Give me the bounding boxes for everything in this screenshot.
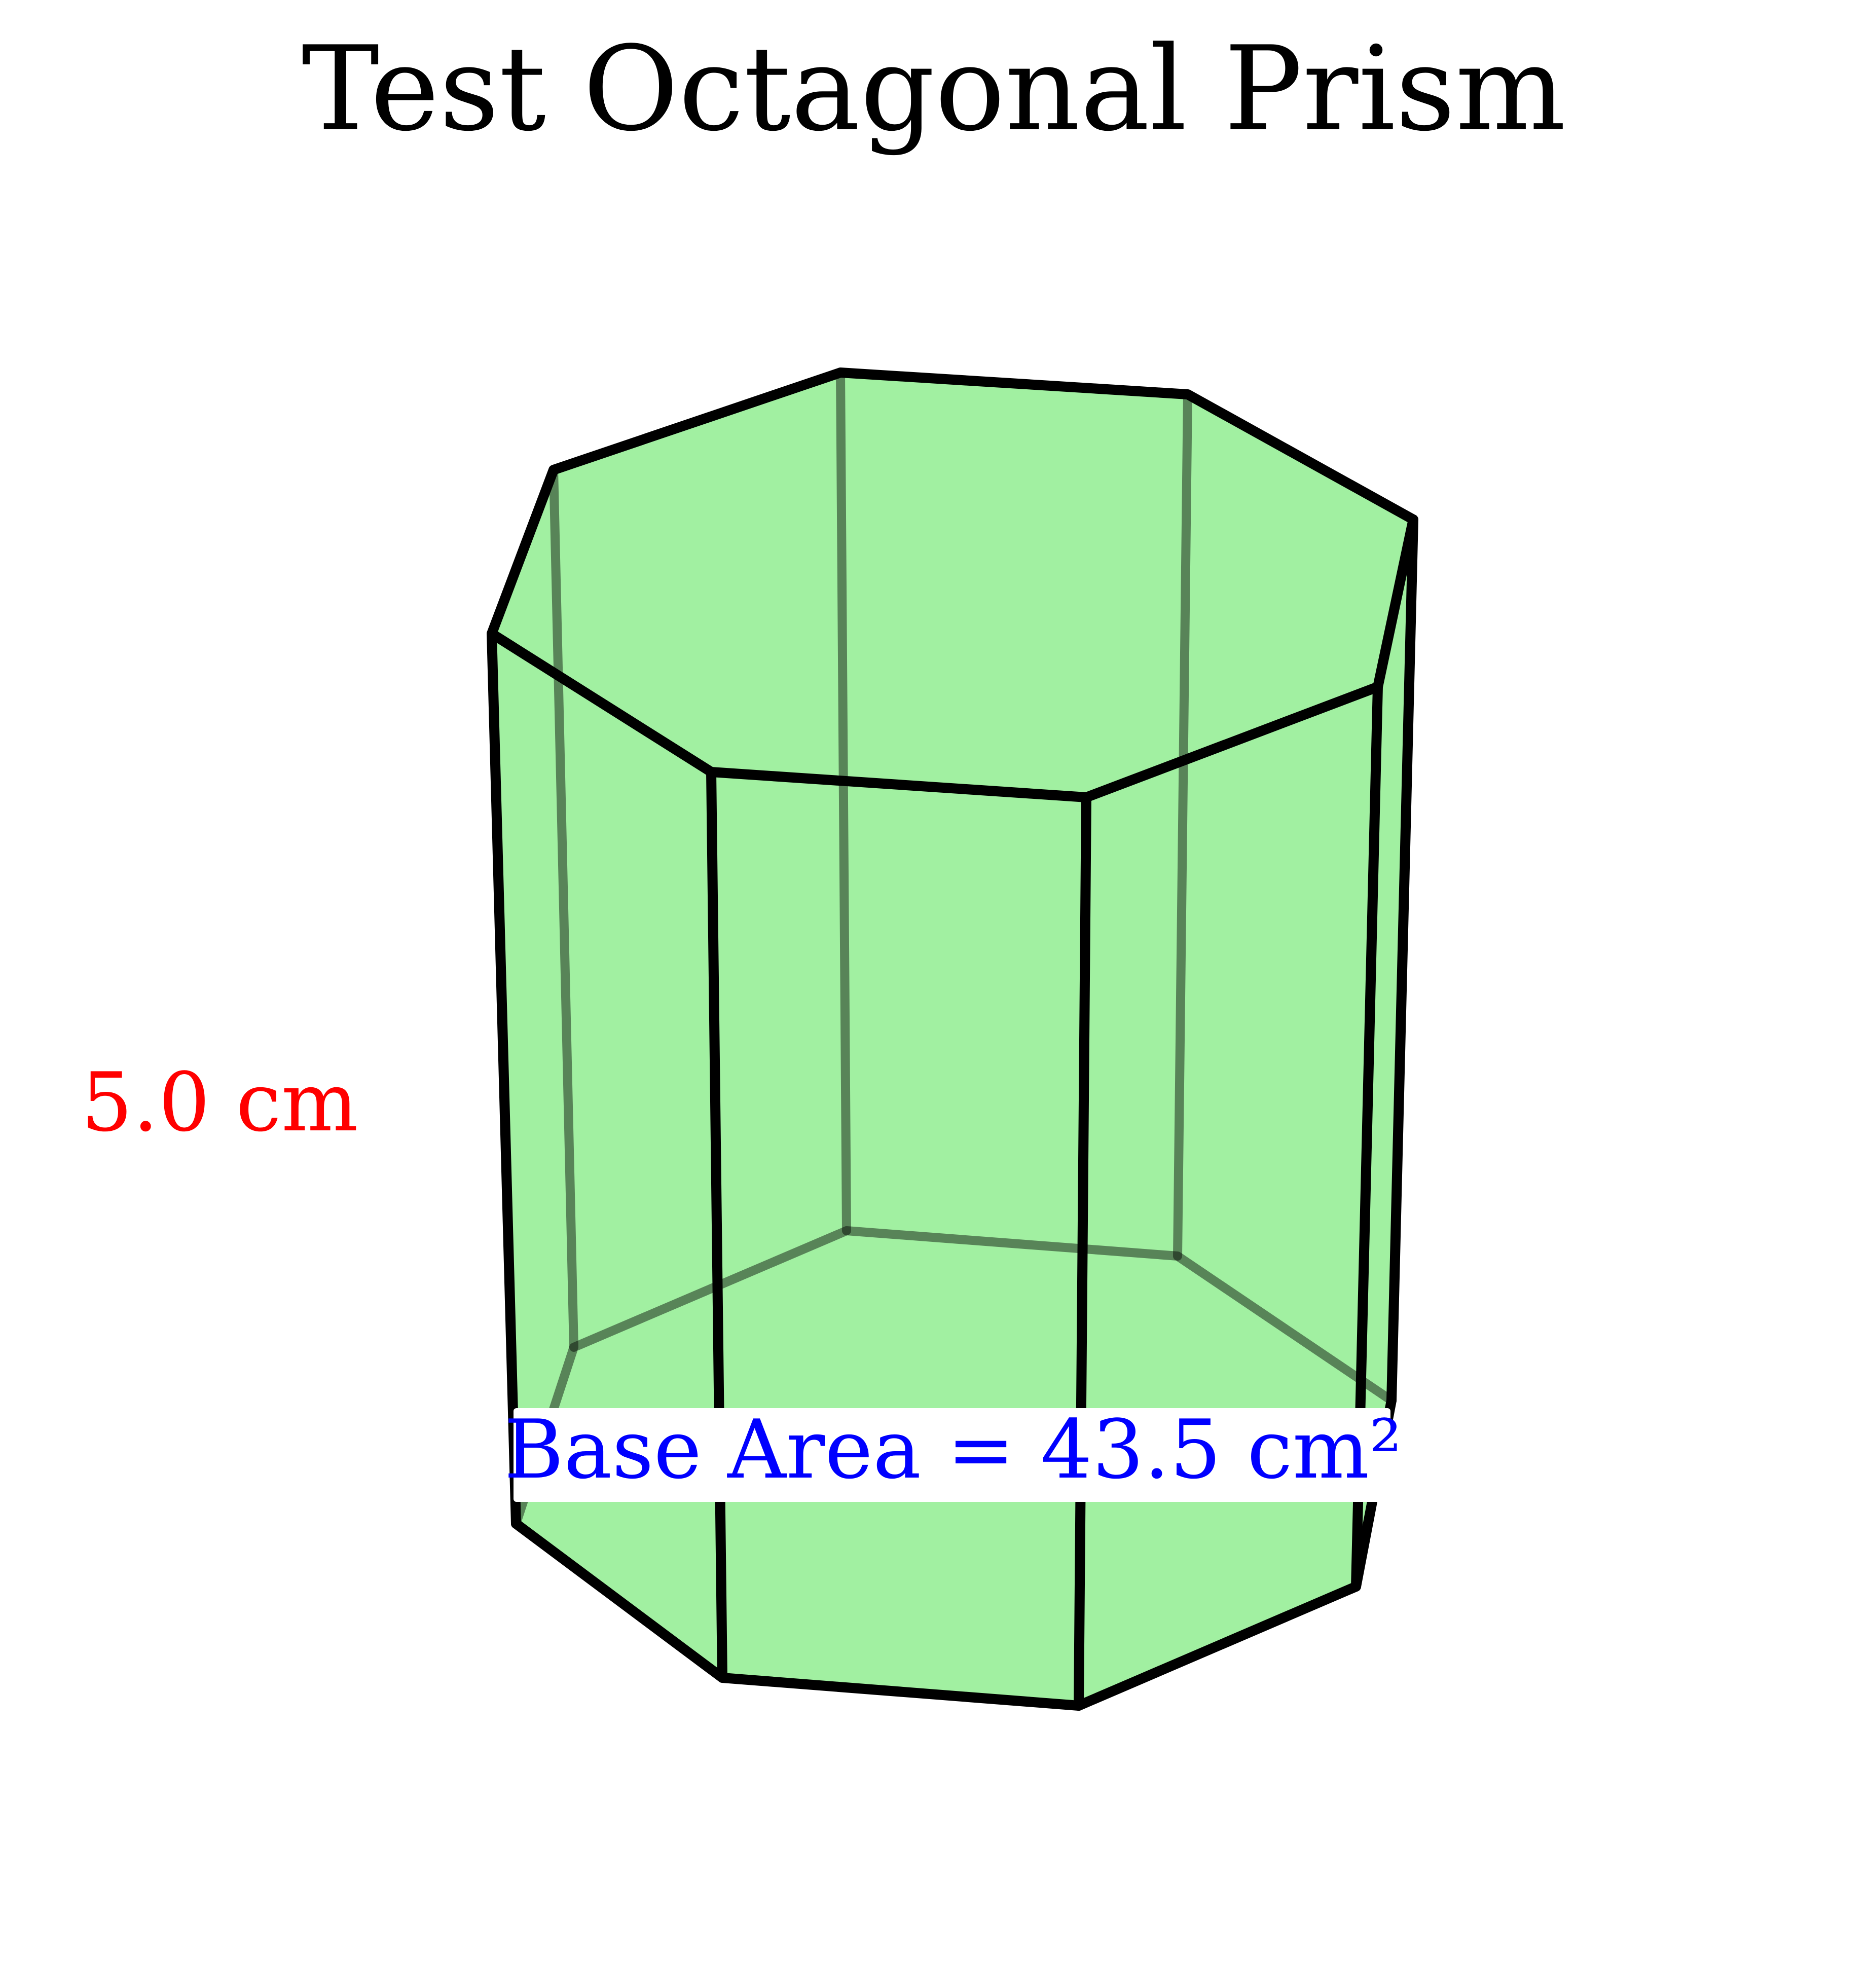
- vertical-edge: [706, 767, 727, 1683]
- diagram-title: Test Octagonal Prism: [302, 22, 1566, 157]
- base-area-label: Base Area = 43.5 cm²: [504, 1402, 1402, 1497]
- base-area-label-background: [514, 1408, 1390, 1502]
- vertical-edge: [1074, 792, 1091, 1711]
- hidden-edge: [1173, 390, 1192, 1261]
- bottom-edge-loop: [511, 1395, 1397, 1711]
- prism-faces: [492, 373, 1413, 1706]
- vertical-edge: [487, 629, 521, 1529]
- prism-side-face-right-front: [1079, 687, 1378, 1706]
- prism-hidden-edges: [511, 368, 1396, 1528]
- hidden-edge: [836, 368, 851, 1235]
- height-label: 5.0 cm: [81, 1055, 358, 1150]
- prism-top-face: [492, 373, 1413, 797]
- prism-side-face-left-front: [492, 634, 722, 1678]
- hidden-edge: [511, 1226, 1396, 1528]
- vertical-edge: [1386, 514, 1418, 1406]
- prism-side-face-right: [1356, 520, 1413, 1587]
- hidden-edge: [549, 465, 578, 1352]
